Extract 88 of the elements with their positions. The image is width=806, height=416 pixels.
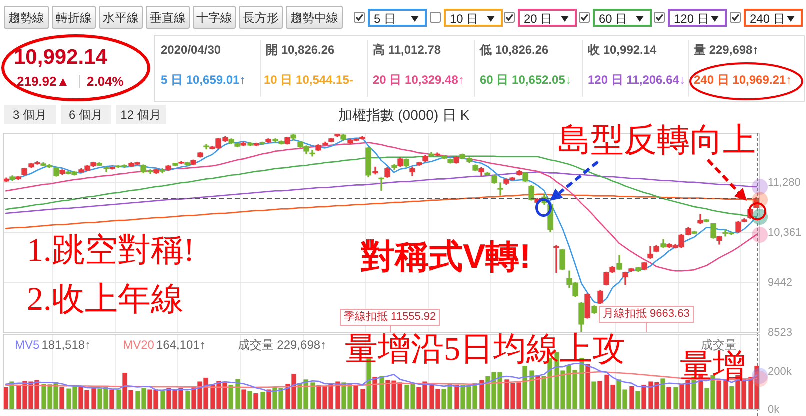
bar [630,386,634,410]
bar [266,390,272,410]
bar [160,391,166,410]
bar [530,370,534,410]
dropdown: 60 日 [593,9,652,27]
text: 20 日 10,329.48↑ [373,73,464,87]
bar [660,378,666,410]
tab: 3 個月 [4,105,56,124]
bar [642,384,646,410]
bar [522,366,528,410]
bar [724,380,728,410]
bar [730,386,734,410]
bar [116,390,122,410]
dropdown: 240 日 [744,9,803,27]
text: 219.92▲ [17,74,70,89]
annotation: 1.跳空對稱! [27,233,195,269]
legend-label: 10 日 10,544.15- [264,73,354,87]
bar [60,387,64,410]
bar [674,387,678,410]
bar [4,387,8,410]
annotation: 181,518↑ [42,338,92,352]
bar [636,391,640,410]
text: 開 10,826.26 [266,43,335,57]
bar [536,376,540,410]
y-tick-label: 11,280 [768,177,801,190]
annotation: 成交量 229,698↑ [238,338,327,352]
annotation: 164,101↑ [156,338,206,352]
annotation: 量增沿5日均線上攻 [345,332,626,368]
annotation: 2.收上年線 [27,282,184,318]
bar [354,386,358,410]
text: 120 日 11,206.64↓ [588,73,686,87]
button: 十字線 [193,6,236,29]
bar [10,382,14,410]
text: 高 11,012.78 [373,43,442,57]
annotation: 量增 [680,349,746,385]
tab: 6 個月 [61,105,111,124]
annotation: 季線扣抵 11555.92 [340,309,440,326]
bar [598,381,602,410]
text: 收 10,992.14 [588,43,657,57]
annotation: 月線扣抵 9663.63 [599,306,694,323]
bar [92,388,96,410]
bar [186,391,190,410]
button: 趨勢線 [4,6,49,29]
annotation: 島型反轉向上 [558,121,756,158]
bar [242,390,246,410]
button: 長方形 [239,6,283,29]
bar [380,376,384,410]
y-tick-label: 8523 [768,327,792,340]
bar [110,390,114,410]
bar [592,382,596,410]
tab: 12 個月 [116,105,166,124]
text: 240 日 10,969.21↑ [694,73,792,87]
button: 水平線 [99,6,143,29]
text: 60 日 10,652.05↓ [480,73,572,87]
text: 量 229,698↑ [694,43,759,57]
bar [310,382,316,410]
dropdown: 120 日 [668,9,727,27]
bar [248,391,252,410]
bar [254,394,258,410]
bar [480,380,484,410]
y-tick-label: 10,361 [768,227,802,240]
bar [586,364,590,410]
text: MV20 [123,338,154,352]
text: 低 10,826.26 [480,43,549,57]
bar [716,380,722,410]
bar [360,389,366,410]
dropdown: 5 日 [368,9,427,27]
y-tick-label: 9442 [768,277,792,290]
text: 2020/04/30 [161,43,222,57]
button: 垂直線 [146,6,190,29]
bar [372,376,378,410]
button: 趨勢中線 [286,6,343,29]
bar [260,392,266,410]
text: 5 日 10,659.01↑ [161,73,246,87]
bar [236,379,240,410]
annotation: 對稱式V轉! [361,238,531,276]
y-tick-label: 200k [768,366,792,378]
dropdown: 10 日 [444,9,503,27]
bar [454,384,460,410]
button: 轉折線 [52,6,96,29]
y-tick-label: 0k [768,404,780,416]
text: MV5 [15,338,40,352]
chart-title: 加權指數 (0000) 日 K [338,107,470,123]
text: 10,992.14 [14,46,108,69]
bar [666,387,672,410]
dropdown: 20 日 [518,9,577,27]
bar [228,384,234,410]
text: 2.04% [79,74,124,89]
